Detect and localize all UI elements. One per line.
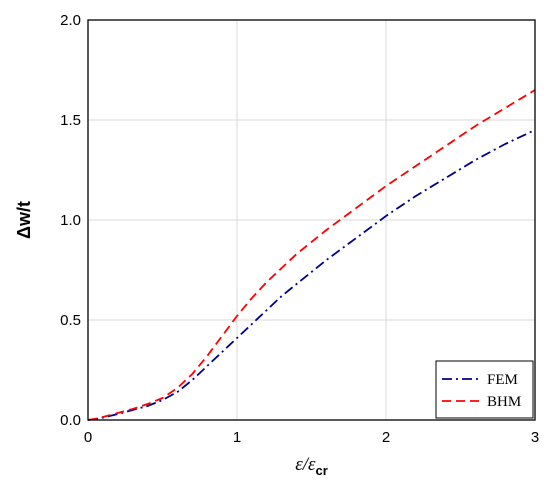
y-tick-label: 1.0 — [60, 212, 81, 229]
x-axis-title-main: ε/ε — [295, 454, 316, 475]
series-layer — [87, 89, 536, 421]
x-tick-label: 0 — [84, 429, 92, 446]
series-line-fem — [87, 129, 536, 421]
x-tick-label: 3 — [531, 429, 539, 446]
y-axis-title: Δw/t — [14, 201, 34, 239]
plot-frame — [87, 19, 536, 421]
x-axis-title-subscript: cr — [315, 463, 327, 478]
y-tick-label: 2.0 — [60, 12, 81, 29]
x-axis-title: ε/εcr — [295, 454, 328, 478]
y-tick-label: 0.0 — [60, 412, 81, 429]
x-tick-label: 1 — [233, 429, 241, 446]
x-tick-label: 2 — [382, 429, 390, 446]
grid — [88, 20, 535, 420]
legend-items: FEM BHM — [442, 372, 521, 410]
y-tick-label: 0.5 — [60, 312, 81, 329]
y-tick-label: 1.5 — [60, 112, 81, 129]
legend-label-bhm: BHM — [487, 394, 521, 410]
legend: FEM BHM — [435, 360, 534, 419]
series-line-bhm — [87, 89, 536, 421]
legend-label-fem: FEM — [487, 372, 518, 388]
tick-labels: 0 1 2 3 0.0 0.5 1.0 1.5 2.0 — [60, 12, 539, 446]
legend-box — [435, 360, 534, 419]
